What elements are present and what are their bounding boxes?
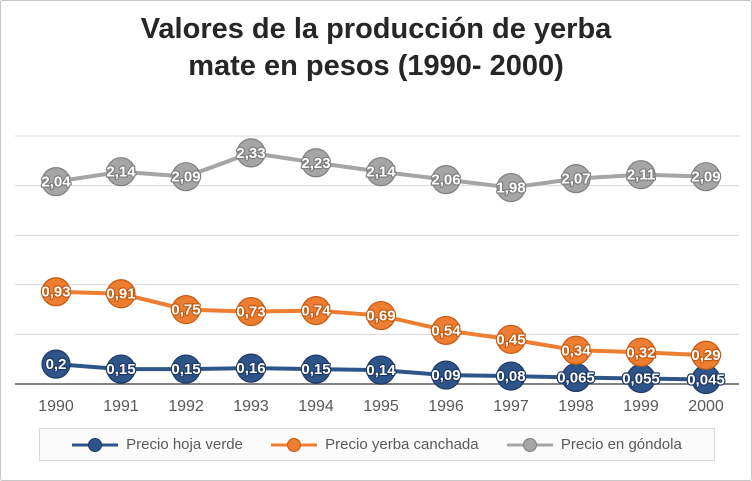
data-label: 0,15: [106, 361, 135, 378]
data-label: 0,15: [301, 361, 330, 378]
chart-title-line-1: Valores de la producción de yerba: [140, 13, 612, 45]
chart-title-line-2: mate en pesos (1990- 2000): [188, 50, 564, 83]
x-tick-label: 1992: [168, 398, 204, 415]
data-point-marker: [236, 353, 266, 383]
data-point-marker: [171, 354, 201, 384]
data-label: 2,04: [41, 174, 71, 191]
data-point-marker: [626, 160, 656, 190]
legend-marker-hoja-verde-icon: [72, 437, 119, 452]
data-label: 0,08: [496, 368, 525, 385]
x-tick-label: 1991: [103, 398, 139, 415]
x-tick-label: 1994: [298, 398, 334, 415]
series-0: 0,2 0,15 0,15 0,16 0,15 0,14 0,09 0,08 0,065 0,05…: [41, 349, 726, 395]
legend-label-hoja-verde: Precio hoja verde: [126, 436, 243, 453]
legend-label-en-gondola: Precio en góndola: [560, 436, 682, 453]
data-point-marker: [106, 157, 136, 187]
data-label: 2,11: [627, 167, 655, 184]
series-2: 2,04 2,14 2,09 2,33 2,23 2,14 2,06 1,98 2,07 2,11…: [40, 138, 722, 203]
data-label: 0,29: [691, 347, 720, 364]
data-point-marker: [496, 361, 526, 391]
data-label: 2,09: [171, 169, 200, 186]
x-tick-label: 1990: [38, 398, 74, 415]
series-1: 0,93 0,91 0,75 0,73 0,74 0,69 0,54 0,45 0,34 0,32…: [40, 277, 722, 370]
chart-title: Valores de la producción de yerba mate e…: [1, 11, 751, 85]
x-tick-label: 1999: [623, 398, 659, 415]
data-label: 0,34: [561, 342, 591, 359]
legend-item-en-gondola: Precio en góndola: [506, 436, 682, 453]
data-point-marker: [561, 164, 591, 194]
data-point-marker: [301, 295, 331, 326]
data-label: 0,15: [171, 361, 200, 378]
data-point-marker: [366, 355, 396, 385]
data-label: 0,045: [687, 372, 725, 389]
data-point-marker: [106, 354, 136, 384]
data-label: 0,75: [171, 302, 200, 319]
chart-legend: Precio hoja verde Precio yerba canchada …: [39, 428, 715, 461]
data-label: 0,91: [106, 286, 135, 303]
data-label: 1,98: [496, 180, 525, 197]
data-label: 0,54: [431, 322, 461, 339]
legend-marker-yerba-canchada-icon: [271, 437, 318, 452]
x-tick-label: 1997: [493, 398, 529, 415]
data-point-marker: [431, 315, 461, 346]
data-label: 2,07: [561, 171, 590, 188]
data-point-marker: [171, 162, 201, 192]
data-point-marker: [301, 148, 331, 178]
legend-label-yerba-canchada: Precio yerba canchada: [325, 436, 479, 453]
data-point-marker: [106, 279, 136, 309]
data-label: 0,16: [236, 360, 265, 377]
data-point-marker: [431, 165, 461, 195]
data-point-marker: [691, 162, 721, 192]
data-point-marker: [691, 340, 721, 370]
data-label: 0,45: [496, 331, 525, 348]
data-point-marker: [561, 335, 591, 365]
data-point-marker: [366, 300, 396, 331]
data-point-marker: [171, 295, 201, 325]
data-label: 2,23: [301, 155, 330, 172]
data-point-marker: [496, 324, 526, 354]
x-tick-label: 2000: [688, 398, 724, 415]
data-label: 2,14: [106, 164, 136, 181]
x-tick-label: 1993: [233, 398, 269, 415]
data-label: 2,14: [366, 164, 396, 181]
data-point-marker: [496, 172, 526, 203]
data-point-marker: [236, 296, 266, 327]
data-label: 2,33: [236, 145, 265, 162]
data-point-marker: [626, 337, 656, 367]
data-label: 0,14: [366, 362, 396, 379]
data-label: 0,2: [46, 356, 67, 373]
data-label: 0,065: [557, 370, 595, 387]
data-point-marker: [41, 277, 71, 307]
x-axis-labels: 1990 1991 1992 1993 1994 1995 1996 1997 1998 1999…: [38, 398, 724, 415]
legend-item-hoja-verde: Precio hoja verde: [72, 436, 243, 453]
data-label: 2,09: [691, 169, 720, 186]
data-label: 2,06: [431, 172, 460, 189]
x-tick-label: 1995: [363, 398, 399, 415]
data-label: 0,93: [41, 284, 70, 301]
data-point-marker: [41, 349, 71, 379]
data-point-marker: [366, 157, 396, 187]
data-point-marker: [431, 360, 461, 390]
data-point-marker: [41, 167, 71, 197]
data-label: 0,09: [431, 367, 460, 384]
data-label: 0,055: [622, 371, 660, 388]
data-point-marker: [301, 354, 331, 384]
x-tick-label: 1998: [558, 398, 594, 415]
data-label: 0,32: [626, 344, 655, 361]
gridlines: [15, 135, 739, 335]
data-label: 0,74: [301, 303, 331, 320]
data-point-marker: [236, 138, 266, 168]
legend-item-yerba-canchada: Precio yerba canchada: [271, 436, 479, 453]
data-label: 0,73: [236, 304, 265, 321]
x-tick-label: 1996: [428, 398, 464, 415]
legend-marker-en-gondola-icon: [506, 437, 553, 452]
data-label: 0,69: [366, 308, 395, 325]
